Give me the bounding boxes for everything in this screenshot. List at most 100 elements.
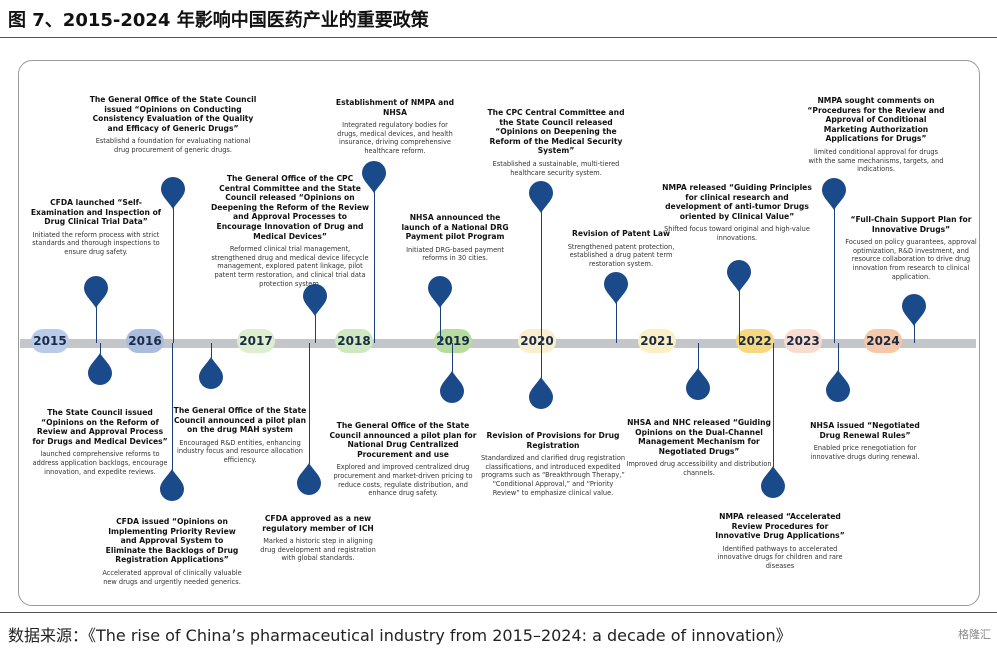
event-stem [173,207,174,343]
map-pin-icon [529,377,553,409]
brand-watermark: 格隆汇 [958,628,991,641]
map-pin-icon [727,260,751,292]
event-stem [698,343,699,369]
event-note: NMPA released “Guiding Principles for cl… [662,183,812,243]
map-pin-icon [826,370,850,402]
event-detail: limited conditional approval for drugs w… [808,147,944,174]
event-detail: Accelerated approval of clinically valua… [102,568,242,586]
event-stem [211,343,212,358]
year-label-2019: 2019 [434,329,472,353]
event-note: CFDA launched “Self-Examination and Insp… [26,198,166,257]
event-detail: Shifted focus toward original and high-v… [664,225,810,242]
event-detail: Establishd a foundation for evaluating n… [95,137,251,154]
event-stem [315,314,316,343]
event-stem [96,306,97,343]
map-pin-icon [84,276,108,308]
event-stem [541,211,542,343]
map-pin-icon [160,469,184,501]
event-stem [100,343,101,354]
figure-title: 图 7、2015-2024 年影响中国医药产业的重要政策 [8,10,429,31]
event-detail: Reformed clinical trial management, stre… [211,245,369,288]
map-pin-icon [161,177,185,209]
event-title: The General Office of the State Council … [173,406,307,435]
event-title: The General Office of the State Council … [89,95,257,133]
event-title: Revision of Patent Law [571,229,671,238]
year-label-2017: 2017 [237,329,275,353]
year-label-2020: 2020 [518,329,556,353]
map-pin-icon [362,161,386,193]
event-stem [452,343,453,372]
year-label-2016: 2016 [126,329,164,353]
event-note: NHSA announced the launch of a National … [395,213,515,263]
event-detail: Enabled price renegotiation for innovati… [810,444,920,461]
event-title: NHSA issued “Negotiated Drug Renewal Rul… [810,421,920,440]
event-title: The General Office of the State Council … [329,421,477,459]
year-label-2021: 2021 [638,329,676,353]
event-stem [838,343,839,371]
year-label-2024: 2024 [864,329,902,353]
map-pin-icon [529,181,553,213]
event-note: The CPC Central Committee and the State … [481,108,631,177]
event-note: CFDA approved as a new regulatory member… [258,514,378,563]
event-detail: Marked a historic step in aligning drug … [260,537,376,563]
event-stem [739,290,740,343]
map-pin-icon [297,463,321,495]
event-stem [773,343,774,467]
event-title: NHSA and NHC released “Guiding Opinions … [627,418,771,456]
event-note: “Full-Chain Support Plan for Innovative … [841,215,981,281]
year-label-2015: 2015 [31,329,69,353]
map-pin-icon [902,294,926,326]
event-title: NMPA sought comments on “Procedures for … [807,96,945,144]
event-detail: Focused on policy guarantees, approval o… [845,238,977,281]
event-detail: Initiated the reform process with strict… [32,230,160,256]
event-detail: Identified pathways to accelerated innov… [717,544,843,570]
event-detail: Strengthened patent protection, establis… [567,242,675,268]
event-title: “Full-Chain Support Plan for Innovative … [850,215,972,234]
event-note: NHSA issued “Negotiated Drug Renewal Rul… [805,421,925,461]
event-note: The General Office of the State Council … [328,421,478,498]
map-pin-icon [440,371,464,403]
event-title: The CPC Central Committee and the State … [487,108,625,156]
event-title: The General Office of the CPC Central Co… [210,174,370,241]
map-pin-icon [303,284,327,316]
event-title: CFDA launched “Self-Examination and Insp… [30,198,162,227]
event-note: The General Office of the State Council … [170,406,310,465]
event-note: NMPA sought comments on “Procedures for … [806,96,946,174]
source-caption: 数据来源：《The rise of China’s pharmaceutical… [8,626,792,645]
map-pin-icon [199,357,223,389]
event-stem [541,343,542,378]
event-title: The State Council issued “Opinions on th… [32,408,168,446]
event-title: NHSA announced the launch of a National … [401,213,509,242]
event-detail: Encouraged R&D entities, enhancing indus… [177,438,303,464]
event-note: The General Office of the State Council … [88,95,258,155]
event-stem [834,208,835,343]
map-pin-icon [88,353,112,385]
map-pin-icon [428,276,452,308]
event-detail: launched comprehensive reforms to addres… [32,450,168,476]
event-note: NMPA released “Accelerated Review Proced… [710,512,850,571]
timeline-axis [20,339,976,348]
year-label-2022: 2022 [736,329,774,353]
event-title: NMPA released “Accelerated Review Proced… [715,512,845,541]
event-title: CFDA issued “Opinions on Implementing Pr… [105,517,239,565]
event-detail: Initiated DRG-based payment reforms in 3… [406,245,504,263]
event-title: Revision of Provisions for Drug Registra… [486,431,620,450]
event-note: Establishment of NMPA and NHSA Integrated… [333,98,458,156]
map-pin-icon [822,178,846,210]
event-title: NMPA released “Guiding Principles for cl… [662,183,812,221]
event-note: The General Office of the CPC Central Co… [210,174,370,288]
event-note: CFDA issued “Opinions on Implementing Pr… [102,517,242,586]
event-stem [616,302,617,343]
year-label-2023: 2023 [784,329,822,353]
event-stem [309,343,310,464]
event-stem [440,306,441,343]
event-title: Establishment of NMPA and NHSA [335,98,455,117]
event-note: The State Council issued “Opinions on th… [30,408,170,476]
event-detail: Established a sustainable, multi-tiered … [492,159,620,177]
event-detail: Improved drug accessibility and distribu… [626,460,772,477]
event-detail: Explored and improved centralized drug p… [333,463,473,498]
map-pin-icon [686,368,710,400]
bottom-rule [0,612,997,613]
event-title: CFDA approved as a new regulatory member… [262,514,374,533]
event-note: Revision of Patent Law Strengthened paten… [561,229,681,268]
